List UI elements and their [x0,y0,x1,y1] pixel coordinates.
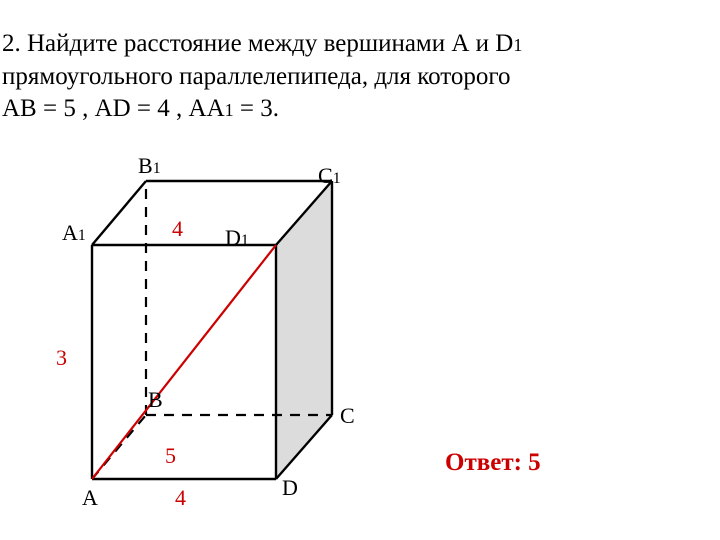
answer-text: Ответ: 5 [445,449,541,477]
space-diagonal [92,245,276,479]
problem-sub1: 1 [513,35,522,55]
problem-line2: прямоугольного параллелепипеда, для кото… [2,63,511,90]
label-A1: A1 [62,220,86,246]
label-B: B [148,387,163,413]
problem-line3a: АВ = 5 , AD = 4 , АА [2,95,225,122]
shaded-face [276,181,332,479]
problem-line1: 2. Найдите расстояние между вершинами А … [2,30,513,57]
label-D: D [282,475,298,501]
label-A: A [82,485,98,511]
dim-bottom: 4 [175,485,186,511]
problem-text: 2. Найдите расстояние между вершинами А … [2,28,712,126]
dim-height: 3 [56,345,67,371]
diagram-svg [60,145,400,535]
dim-top: 4 [172,216,183,242]
problem-line3b: = 3. [234,95,279,122]
label-D1: D1 [225,225,249,251]
label-B1: B1 [138,153,161,179]
dim-diagonal: 5 [165,443,176,469]
label-C1: C1 [318,163,341,189]
problem-sub3: 1 [225,100,234,120]
parallelepiped-diagram: A D C B A1 B1 C1 D1 3 4 4 5 [60,145,400,535]
label-C: C [340,403,355,429]
